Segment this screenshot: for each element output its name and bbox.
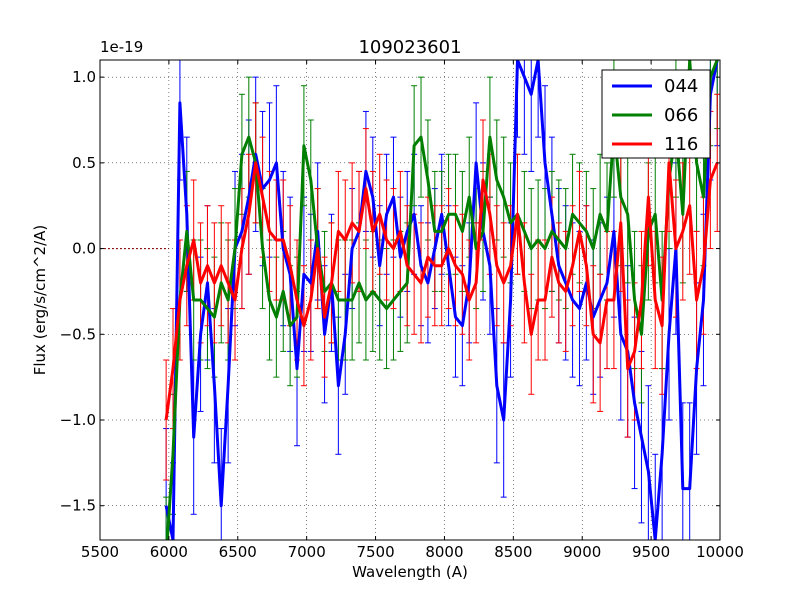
y-tick-label: −1.0 <box>60 411 96 429</box>
x-tick-label: 5500 <box>81 543 119 561</box>
x-tick-label: 7000 <box>288 543 326 561</box>
legend-label-044: 044 <box>664 76 698 97</box>
y-tick-labels: −1.5 −1.0 −0.5 0.0 0.5 1.0 <box>60 68 96 515</box>
legend-label-066: 066 <box>664 105 698 126</box>
y-axis-label: Flux (erg/s/cm^2/A) <box>31 225 49 376</box>
y-tick-label: −0.5 <box>60 325 96 343</box>
x-tick-label: 6000 <box>150 543 188 561</box>
x-tick-label: 9000 <box>563 543 601 561</box>
plot-frame <box>99 59 721 541</box>
y-tick-label: −1.5 <box>60 497 96 515</box>
y-offset-label: 1e-19 <box>100 38 143 56</box>
y-tick-label: 0.5 <box>72 154 96 172</box>
series-line-066 <box>165 60 719 540</box>
series-line-116 <box>164 161 719 421</box>
axis-ticks <box>99 60 721 540</box>
y-tick-label: 1.0 <box>72 68 96 86</box>
series-group <box>163 60 720 540</box>
y-tick-label: 0.0 <box>72 240 96 258</box>
chart-title: 109023601 <box>358 37 461 58</box>
x-tick-label: 7500 <box>356 543 394 561</box>
x-tick-label: 10000 <box>696 543 744 561</box>
x-tick-label: 9500 <box>632 543 670 561</box>
x-tick-label: 8500 <box>494 543 532 561</box>
x-tick-label: 8000 <box>425 543 463 561</box>
x-tick-labels: 5500 6000 6500 7000 7500 8000 8500 9000 9500 1000… <box>81 543 744 561</box>
x-axis-label: Wavelength (A) <box>352 563 468 581</box>
legend-label-116: 116 <box>664 134 698 155</box>
x-tick-label: 6500 <box>219 543 257 561</box>
legend: 044 066 116 <box>601 69 711 159</box>
